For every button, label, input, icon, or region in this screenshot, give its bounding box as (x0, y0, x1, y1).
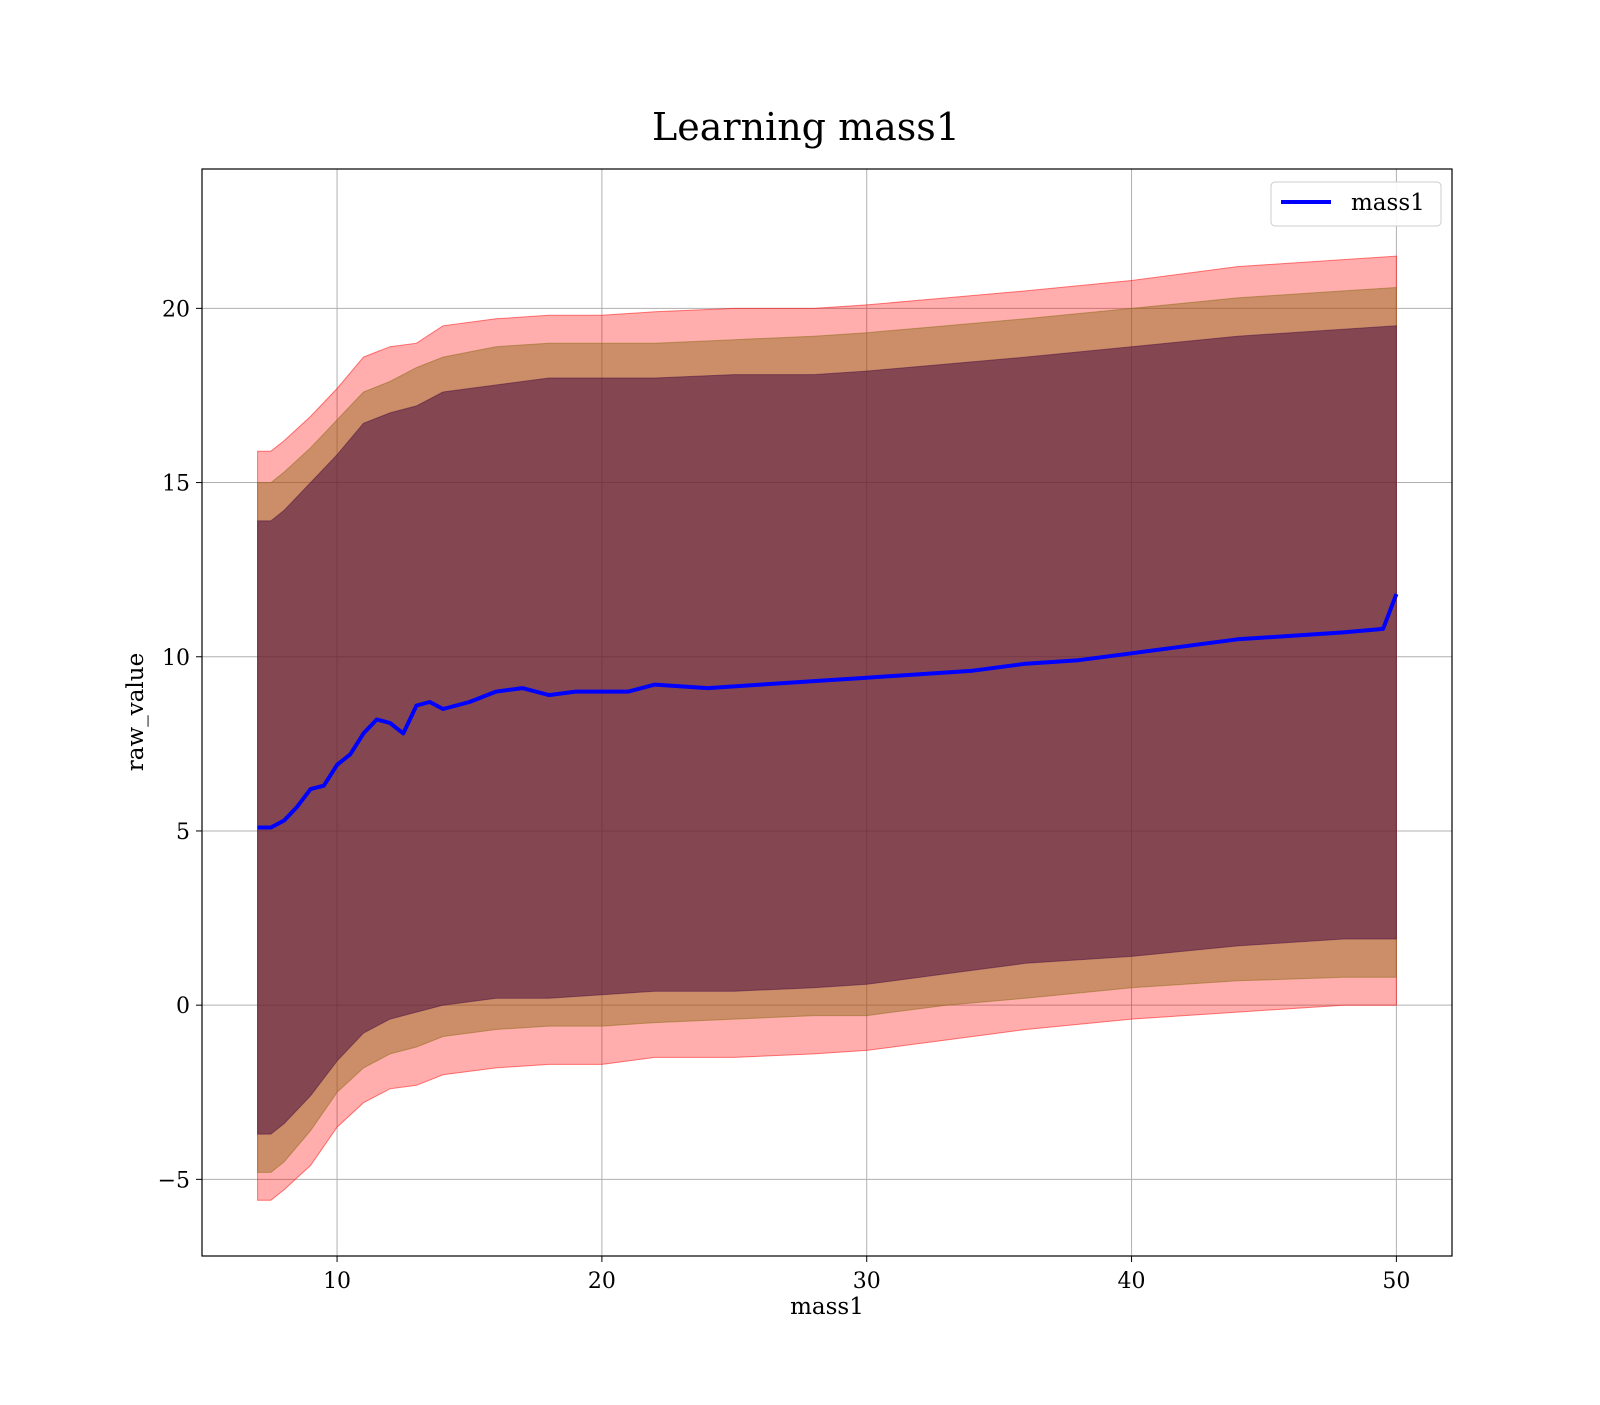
band-inner (257, 325, 1397, 1135)
series-line-mass1 (257, 593, 1399, 830)
legend: mass1 (1270, 181, 1442, 227)
x-tick-label: 20 (588, 1269, 616, 1294)
y-tick-label: 10 (162, 646, 190, 671)
y-tick-label: 20 (162, 297, 190, 322)
y-axis-label: raw_value (123, 653, 149, 771)
legend-box (1270, 181, 1442, 227)
legend-label: mass1 (1351, 190, 1425, 216)
x-tick-label: 50 (1382, 1269, 1410, 1294)
y-tick-label: −5 (158, 1168, 190, 1193)
y-axis-ticks: −5 0 5 10 15 20 (158, 297, 202, 1193)
y-tick-label: 0 (176, 994, 190, 1019)
x-tick-label: 30 (853, 1269, 881, 1294)
series-lines (257, 593, 1399, 830)
y-tick-label: 5 (176, 820, 190, 845)
confidence-bands (257, 255, 1397, 1201)
x-tick-label: 40 (1118, 1269, 1146, 1294)
chart-title: Learning mass1 (652, 105, 960, 149)
plot-frame (201, 168, 1453, 1257)
x-axis-label: mass1 (790, 1294, 864, 1320)
y-tick-label: 15 (162, 472, 190, 497)
x-axis-ticks: 10 20 30 40 50 (323, 1256, 1410, 1294)
x-tick-label: 10 (323, 1269, 351, 1294)
